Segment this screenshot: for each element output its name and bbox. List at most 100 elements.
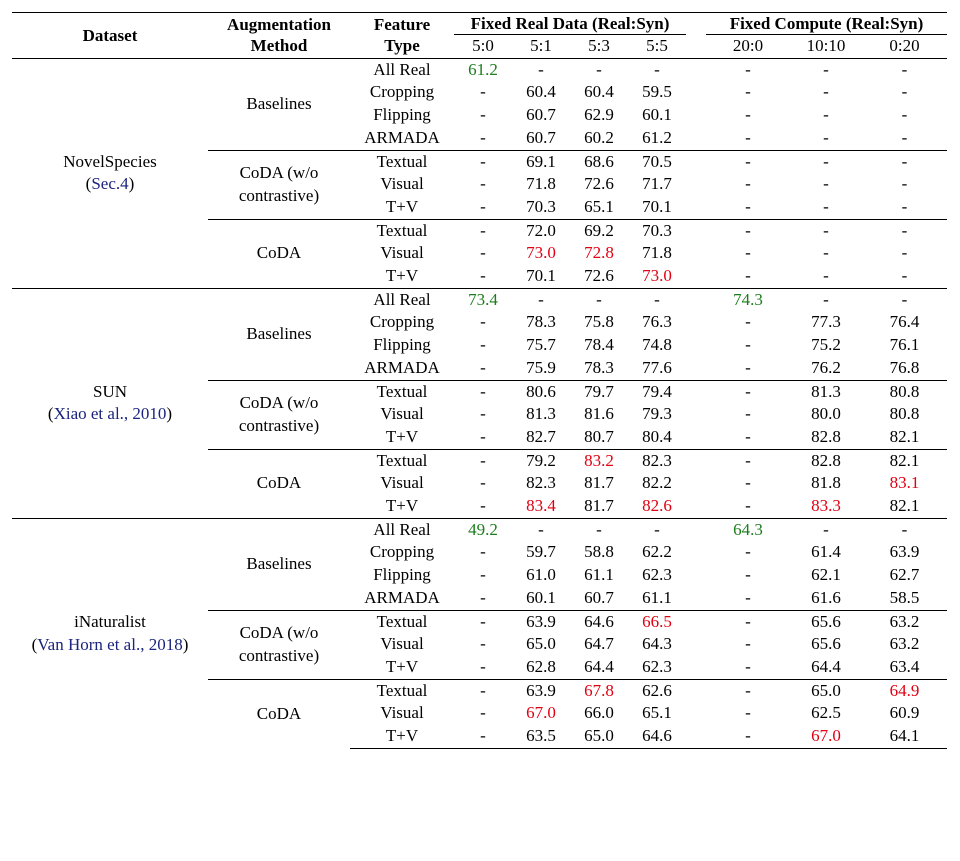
fixed-real-value-cell: 64.6 [570,609,628,634]
fixed-real-value-cell: - [480,496,486,516]
fixed-real-value-cell: 71.7 [642,174,672,194]
fixed-real-value-cell: - [454,448,512,473]
fixed-compute-value-cell: - [862,287,947,312]
fixed-real-value-cell: - [480,542,486,562]
feature-type-cell: ARMADA [364,127,440,147]
fixed-compute-value-cell: - [745,59,751,79]
feature-type-cell: Visual [380,243,424,263]
table-row: CoDA (w/o contrastive) Textual -63.9 64.6 66.… [12,609,947,680]
fixed-compute-value-cell: - [823,127,829,147]
fixed-compute-value-cell: - [745,656,751,676]
augmentation-method-label: Baselines [246,323,312,343]
header-fixed-real-data: Fixed Real Data (Real:Syn) [454,12,686,35]
fixed-real-value-cell: 59.5 [642,82,672,102]
fixed-real-value-cell: 64.6 [628,725,686,749]
feature-type-cell: Visual [380,404,424,424]
feature-type-cell: T+V [385,196,419,216]
fixed-real-value-cell: 80.6 [512,379,570,404]
fixed-compute-value-cell: - [823,243,829,263]
fixed-real-value-cell: - [454,218,512,243]
fixed-real-value-cell: 82.2 [642,473,672,493]
fixed-compute-value-cell: - [901,243,908,263]
fixed-real-value-cell: 72.6 [584,174,614,194]
fixed-compute-value-cell: - [706,678,790,703]
fixed-real-value-cell: 62.9 [584,105,614,125]
augmentation-method-cell: Baselines [208,58,350,150]
table-row: Flipping - 61.0 61.1 62.3 - 62.1 62.7 [12,564,947,587]
dataset-citation[interactable]: Van Horn et al., 2018 [37,634,183,654]
fixed-real-value-cell: 70.3 [526,196,556,216]
fixed-real-value-cell: 68.6 [570,149,628,174]
fixed-compute-value-cell: 80.0 [811,404,841,424]
citation-bracket: ) [166,404,173,424]
augmentation-method-label: contrastive) [238,645,320,665]
fixed-compute-value-cell: 63.2 [889,634,920,654]
augmentation-method-label: CoDA [256,703,302,723]
fixed-real-value-cell: - [454,609,512,634]
fixed-real-value-cell: - [512,517,570,542]
table-row: ARMADA - 75.9 78.3 77.6 - 76.2 76.8 [12,357,947,380]
fixed-compute-value-cell: 61.4 [811,542,841,562]
table-row: CoDA (w/o contrastive) Textual -80.6 79.7 79.… [12,379,947,450]
fixed-real-value-cell: 81.3 [526,404,556,424]
fixed-real-value-cell: 76.3 [642,312,672,332]
fixed-real-value-cell: - [480,634,486,654]
table-row: Visual - 67.0 66.0 65.1 - 62.5 60.9 [12,702,947,725]
feature-type-cell: ARMADA [364,357,440,377]
dataset-citation[interactable]: Sec.4 [91,174,129,194]
gap-cell [686,448,706,473]
ratio-header: 10:10 [806,36,846,55]
fixed-real-value-cell: 70.5 [628,149,686,174]
ratio-header: 5:3 [588,36,610,55]
fixed-real-value-cell: 83.4 [526,496,556,516]
augmentation-method-label: contrastive) [238,415,320,435]
fixed-real-value-cell: 82.3 [628,448,686,473]
fixed-compute-value-cell: - [745,634,751,654]
fixed-real-value-cell: 62.2 [642,542,672,562]
fixed-real-value-cell: 70.1 [642,196,672,216]
fixed-compute-value-cell: 74.3 [706,287,790,312]
fixed-real-value-cell: - [480,127,486,147]
dataset-name: iNaturalist [74,611,146,631]
fixed-real-value-cell: 65.0 [526,634,556,654]
fixed-compute-value-cell: - [745,312,751,332]
feature-type-cell: Textual [350,448,454,473]
fixed-real-value-cell: 81.7 [584,473,614,493]
fixed-real-value-cell: 75.8 [584,312,614,332]
dataset-citation[interactable]: Xiao et al., 2010 [53,404,167,424]
fixed-compute-value-cell: 64.4 [811,656,841,676]
fixed-compute-value-cell: 81.8 [811,473,841,493]
fixed-real-value-cell: 60.1 [642,105,672,125]
fixed-compute-value-cell: - [823,82,829,102]
augmentation-method-cell: CoDA [208,218,350,289]
fixed-real-value-cell: - [480,426,486,446]
fixed-compute-value-cell: - [745,357,751,377]
fixed-compute-value-cell: 61.6 [811,587,841,607]
gap-cell [686,218,706,243]
fixed-compute-value-cell: 62.5 [811,703,841,723]
table-row: CoDA Textual -72.0 69.2 70.3- - - [12,218,947,289]
citation-bracket: ) [182,634,189,654]
fixed-real-value-cell: 78.3 [584,357,614,377]
fixed-real-value-cell: 60.7 [526,105,556,125]
fixed-real-value-cell: 58.8 [584,542,614,562]
augmentation-method-cell: CoDA [208,678,350,749]
feature-type-cell: All Real [350,287,454,312]
table-body: NovelSpecies (Sec.4) Baselines All Real 61.2… [12,58,947,749]
fixed-real-value-cell: 63.9 [512,678,570,703]
citation-bracket: ) [128,174,135,194]
citation-bracket: ( [31,634,38,654]
header-augmentation-method: Augmentation Method [227,15,331,56]
fixed-real-value-cell: 60.4 [526,82,556,102]
fixed-compute-value-cell: - [745,243,751,263]
fixed-real-value-cell: 78.4 [584,335,614,355]
fixed-real-value-cell: - [480,404,486,424]
fixed-compute-value-cell: 80.8 [862,379,947,404]
fixed-compute-value-cell: 75.2 [811,335,841,355]
fixed-compute-value-cell: 76.1 [889,335,920,355]
fixed-real-value-cell: 67.0 [526,703,556,723]
fixed-real-value-cell: 64.4 [584,656,614,676]
fixed-real-value-cell: - [480,587,486,607]
gap-cell [686,587,706,610]
feature-type-cell: All Real [350,517,454,542]
